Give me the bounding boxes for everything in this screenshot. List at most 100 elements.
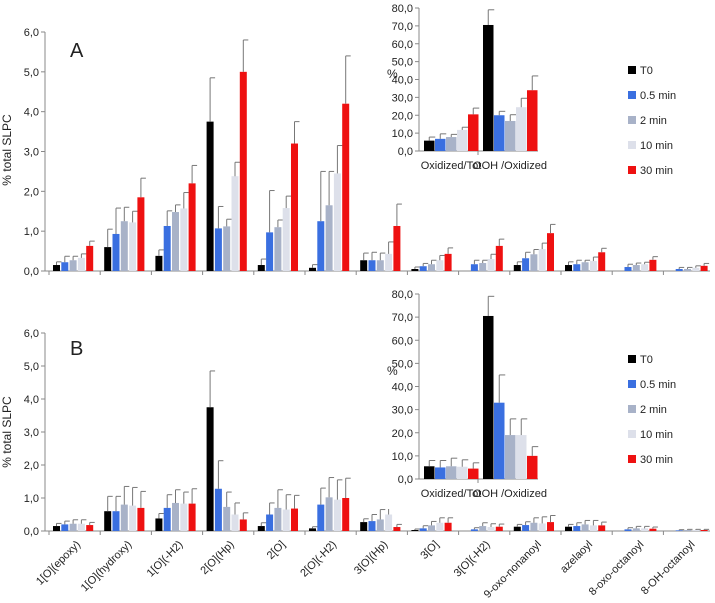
panel-b-inset-y-tick-label: 50,0 [392,358,413,370]
panel-b-bar-30-min [188,503,196,531]
panel-b-inset-chart: % 0,0 10,0 20,0 30,0 40,0 50,0 60,0 70,0 80,0 Oxid… [380,288,710,509]
panel-a-inset-bar-0-5-min [435,138,446,151]
panel-b-inset-legend-label-t0: T0 [640,354,653,366]
panel-a-inset-bar-0-5-min [494,115,505,151]
panel-a-bar-10-min [129,222,137,271]
panel-b-bar-2-min [479,526,487,531]
panel-b-bar-0-5-min [266,514,274,531]
panel-b-inset-y-tick-label: 20,0 [392,428,413,440]
panel-a-bar-0-5-min [61,262,69,271]
panel-b-bar-10-min [385,514,393,531]
panel-b-inset-y-tick-label: 40,0 [392,382,413,394]
panel-a-inset-bar-t0 [483,24,494,152]
panel-b-bar-2-min [581,524,589,531]
panel-a-bar-2-min [479,263,487,271]
panel-b-bar-2-min [376,519,384,531]
panel-b-bar-0-5-min [317,504,325,531]
panel-b-y-tick-label: 4,0 [24,394,39,406]
panel-b-inset-y-tick-label: 0,0 [398,474,413,486]
panel-a-bar-30-min [86,245,94,271]
panel-a-inset-bar-10-min [516,107,527,151]
panel-b-bar-t0 [360,522,368,531]
panel-a-bar-t0 [513,265,521,271]
panel-b-bar-t0 [513,526,521,531]
panel-b-bar-30-min [649,528,657,531]
panel-a-bar-0-5-min [368,260,376,271]
panel-a-bar-2-min [581,262,589,271]
panel-a-bar-0-5-min [317,221,325,271]
panel-a-inset-legend-label-t0: T0 [640,65,653,77]
panel-b-bar-2-min [172,502,179,531]
panel-b-y-tick-label: 3,0 [24,427,39,439]
panel-a-bar-t0 [360,260,368,271]
panel-b-inset-ylabel: % [387,364,398,378]
panel-b-inset-legend-label-0-5-min: 0.5 min [640,379,676,391]
panel-b-bar-30-min [598,525,606,531]
panel-b-bar-t0 [155,518,163,531]
panel-a-y-tick-label: 0,0 [24,266,39,278]
panel-a-bar-t0 [411,269,419,271]
panel-a-bar-30-min [547,233,554,271]
panel-b-bar-2-min [325,497,333,531]
panel-b-bar-0-5-min [163,507,171,531]
x-axis-category-labels: 1[O](epoxy)1[O](hydroxy) 1[O](-H2) 2[O](Hp… [34,539,698,601]
panel-a-chart: A % total SLPC 0,0 1,0 2,0 3,0 4,0 5,0 6,0 [0,27,710,278]
panel-a-bar-10-min [180,208,188,271]
panel-b-bar-0-5-min [470,529,478,531]
panel-b-bar-10-min [77,523,85,531]
panel-b-inset-y-tick-label: 60,0 [392,335,413,347]
panel-b-inset-bar-0-5-min [494,402,505,479]
panel-b-inset-legend-label-2-min: 2 min [640,404,667,416]
panel-b-bar-0-5-min [573,526,581,531]
panel-a-bar-10-min [333,173,341,271]
panel-b-bar-2-min [223,506,231,531]
panel-a-inset-y-tick-label: 60,0 [392,39,413,51]
panel-b-bar-2-min [120,504,128,531]
panel-a-bar-0-5-min [163,225,171,271]
panel-a-bar-2-min [632,265,640,271]
panel-b-bar-10-min [538,523,546,531]
panel-b-bar-t0 [53,526,60,531]
panel-b-bar-30-min [393,527,401,531]
panel-b-bar-10-min [180,503,188,531]
panel-a-bar-2-min [376,260,384,271]
panel-a-bar-10-min [385,253,393,271]
panel-b-bar-0-5-min [368,521,376,531]
panel-b-bar-0-5-min [112,511,120,531]
panel-b-bar-t0 [411,530,419,531]
panel-b-bar-30-min [239,519,247,531]
panel-b-inset-bar-t0 [424,466,435,479]
panel-a-inset-bar-2-min [446,137,457,151]
panel-b-bar-30-min [137,507,145,531]
panel-b-inset-legend-swatch-t0 [628,355,636,363]
panel-a-bar-2-min [172,212,179,271]
panel-b-bar-2-min [632,528,640,531]
panel-b-bar-0-5-min [61,524,69,531]
panel-b-bar-10-min [641,528,649,531]
panel-a-inset-y-tick-label: 80,0 [392,3,413,15]
panel-a-inset-y-tick-label: 30,0 [392,92,413,104]
panel-b-bar-2-min [684,530,691,531]
panel-a-bar-30-min [239,71,247,271]
panel-b-bar-10-min [589,525,597,531]
panel-a-bar-30-min [137,197,145,271]
x-tick-label-3-o-hp: 3[O](Hp) [352,539,390,577]
panel-a-inset-legend-swatch-2-min [628,116,636,124]
panel-b-bar-30-min [86,525,94,531]
panel-b-inset-bar-0-5-min [435,467,446,479]
panel-a-bar-2-min [69,260,77,271]
panel-a-bar-0-5-min [470,264,478,271]
panel-a-y-tick-label: 6,0 [24,27,39,39]
panel-b-bar-10-min [129,505,137,531]
panel-a-bar-10-min [487,259,495,271]
panel-b-bar-2-min [274,507,282,531]
panel-b-bar-30-min [291,508,298,531]
panel-b-label: B [70,338,83,360]
panel-a-inset-legend-label-30-min: 30 min [640,165,673,177]
panel-a-inset-y-tick-label: 10,0 [392,128,413,140]
panel-a-inset-legend-swatch-30-min [628,166,636,174]
panel-a-bar-10-min [641,264,649,271]
panel-b-bar-0-5-min [522,525,530,531]
panel-a-bar-2-min [274,227,282,271]
